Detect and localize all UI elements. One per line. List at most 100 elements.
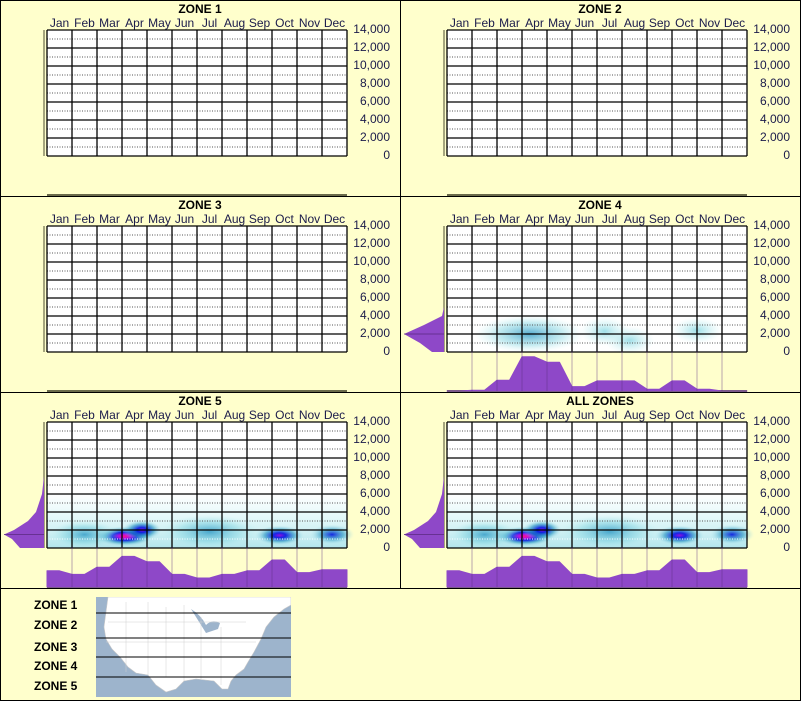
month-label: Dec [723,408,746,422]
month-label: Feb [474,16,495,30]
elevation-tick: 14,000 [353,414,390,428]
month-label: Jul [201,408,218,422]
elevation-tick: 0 [783,344,790,358]
elevation-tick: 4,000 [359,112,390,126]
month-label: Jul [201,16,218,30]
month-axis: Jan Feb Mar Apr May Jun Jul Aug Sep Oct Nov Dec [447,16,747,30]
panel-zone-1: ZONE 1 Jan Feb Mar Apr May Jun Jul Aug Sep Oct Nov D… [0,0,400,196]
month-axis: Jan Feb Mar Apr May Jun Jul Aug Sep Oct Nov Dec [447,408,747,422]
month-label: Nov [298,408,321,422]
zone-legend: ZONE 1 ZONE 2 ZONE 3 ZONE 4 ZONE 5 [0,588,801,701]
month-label: Oct [275,212,294,226]
month-label: Feb [474,212,495,226]
elevation-tick: 10,000 [753,450,790,464]
month-label: Oct [275,16,294,30]
elevation-tick: 6,000 [359,486,390,500]
elevation-tick: 6,000 [759,94,790,108]
elevation-tick: 0 [383,148,390,162]
panel-all-zones: ALL ZONES Jan Feb Mar Apr May Jun Jul Aug Sep Oct N… [400,392,800,588]
month-label: Mar [499,408,520,422]
elevation-tick: 14,000 [353,218,390,232]
month-label: Sep [248,212,271,226]
month-label: Sep [248,16,271,30]
month-label: Aug [223,408,246,422]
panel-title: ZONE 1 [178,2,222,16]
month-label: Dec [723,212,746,226]
month-label: Apr [125,212,144,226]
panel-title: ALL ZONES [566,394,634,408]
elevation-tick: 12,000 [753,236,790,250]
month-label: Jan [449,16,470,30]
horizontal-divider-2 [0,392,801,393]
month-label: Jul [601,212,618,226]
month-label: Oct [275,408,294,422]
month-label: May [548,212,571,226]
month-label: Dec [323,16,346,30]
elevation-tick: 8,000 [759,468,790,482]
elevation-tick: 8,000 [759,272,790,286]
panel-title: ZONE 2 [578,2,622,16]
heatmap-chart [4,421,355,588]
month-label: Jan [449,408,470,422]
legend-zone-2: ZONE 2 [34,618,78,632]
month-label: Jul [601,16,618,30]
month-label: Nov [298,212,321,226]
month-label: Jun [574,16,595,30]
elevation-tick: 8,000 [359,468,390,482]
elevation-tick: 0 [383,540,390,554]
month-label: Feb [74,408,95,422]
elevation-tick: 0 [383,344,390,358]
month-label: Jun [174,16,195,30]
month-label: May [148,16,171,30]
month-label: Apr [125,16,144,30]
panel-title: ZONE 4 [578,198,622,212]
month-label: May [148,212,171,226]
elevation-tick: 12,000 [753,40,790,54]
month-label: Jan [49,212,70,226]
legend-zone-3: ZONE 3 [34,640,78,654]
us-zone-map [96,597,291,697]
elevation-tick: 10,000 [753,58,790,72]
elevation-tick: 6,000 [359,94,390,108]
month-axis: Jan Feb Mar Apr May Jun Jul Aug Sep Oct Nov Dec [47,408,347,422]
elevation-tick: 8,000 [759,76,790,90]
month-label: Oct [675,212,694,226]
elevation-tick: 2,000 [759,130,790,144]
month-label: Nov [698,408,721,422]
heatmap-chart [43,29,348,196]
month-label: Jun [174,408,195,422]
month-label: Mar [99,408,120,422]
panel-zone-5: ZONE 5 Jan Feb Mar Apr May Jun Jul Aug Sep Oct Nov D… [0,392,400,588]
elevation-tick: 12,000 [353,236,390,250]
elevation-tick: 12,000 [353,432,390,446]
heatmap-chart [443,29,748,196]
elevation-tick: 2,000 [359,130,390,144]
month-label: Feb [474,408,495,422]
elevation-tick: 14,000 [753,22,790,36]
month-label: Feb [74,212,95,226]
month-label: Dec [723,16,746,30]
heatmap-chart [404,225,748,392]
heatmap-chart [43,225,348,392]
elevation-tick: 10,000 [353,58,390,72]
month-label: Dec [323,408,346,422]
horizontal-divider-3 [0,588,801,589]
elevation-tick: 2,000 [359,326,390,340]
elevation-tick: 6,000 [759,486,790,500]
elevation-tick: 14,000 [753,414,790,428]
elevation-tick: 12,000 [353,40,390,54]
month-label: Aug [223,212,246,226]
month-label: Mar [99,16,120,30]
panel-zone-3: ZONE 3 Jan Feb Mar Apr May Jun Jul Aug Sep Oct Nov D… [0,196,400,392]
month-axis: Jan Feb Mar Apr May Jun Jul Aug Sep Oct Nov Dec [47,212,347,226]
elevation-tick: 6,000 [759,290,790,304]
month-label: Nov [298,16,321,30]
month-label: Oct [675,408,694,422]
elevation-tick: 0 [783,540,790,554]
month-label: Nov [698,16,721,30]
elevation-tick: 4,000 [359,504,390,518]
month-label: Jul [201,212,218,226]
elevation-tick: 4,000 [759,112,790,126]
elevation-tick: 12,000 [753,432,790,446]
month-label: Jan [49,408,70,422]
